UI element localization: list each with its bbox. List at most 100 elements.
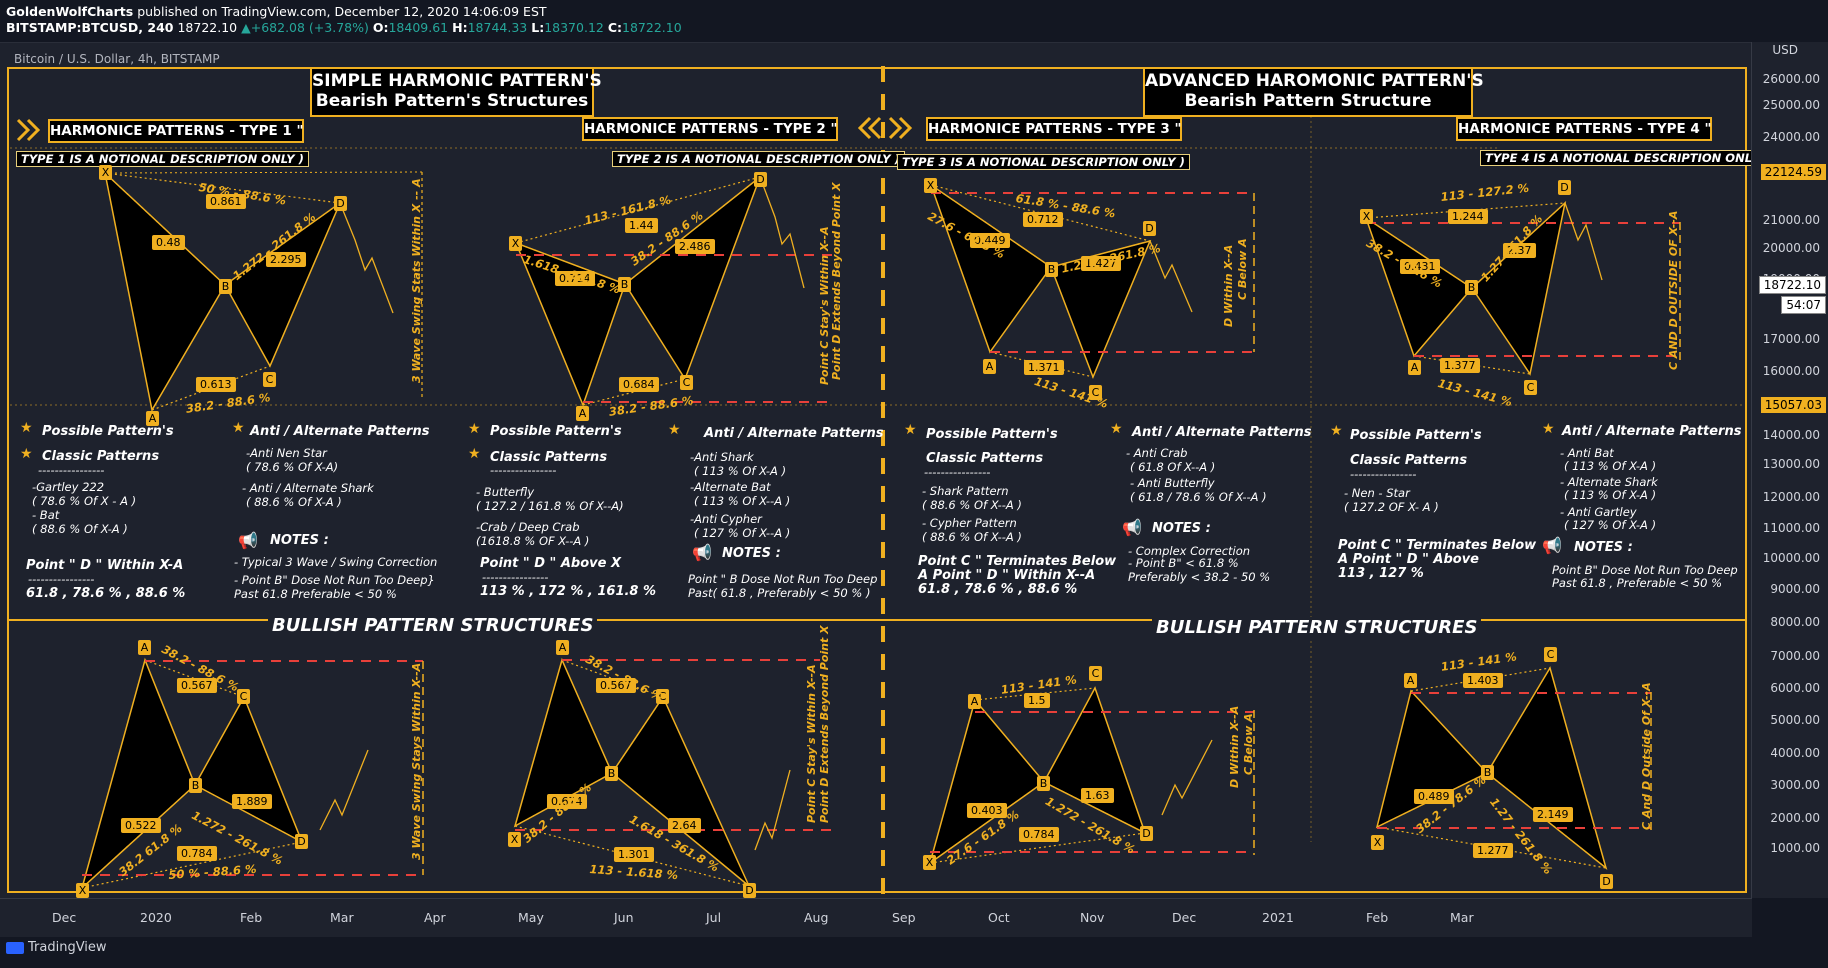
list-item: (1618.8 % OF X--A ): [476, 534, 590, 548]
time-axis[interactable]: [0, 898, 1752, 937]
time-tick: Nov: [1080, 910, 1105, 925]
price-tick: 16000.00: [1762, 364, 1820, 378]
fib-line: [224, 202, 341, 286]
list-item: ( 113 % Of X--A ): [694, 494, 791, 508]
ratio-label: 0.861: [206, 194, 246, 209]
ratio-label: 1.277: [1473, 843, 1513, 858]
pattern-triangle: [1375, 689, 1489, 829]
megaphone-icon: 📢: [1542, 536, 1562, 555]
side-label: C Below A: [1236, 238, 1249, 300]
star-icon: ★: [20, 420, 33, 436]
star-icon: ★: [1330, 423, 1343, 439]
classic-label-3: Classic Patterns: [926, 451, 1044, 466]
time-tick: Mar: [330, 910, 354, 925]
ratio-label: 0.48: [152, 235, 185, 250]
type4-note: TYPE 4 IS A NOTIONAL DESCRIPTION ONLY ): [1480, 150, 1773, 166]
fib-line: [611, 696, 664, 774]
point-marker: X: [1371, 835, 1384, 850]
list-item: ( 78.6 % Of X-A): [246, 460, 339, 474]
side-label: C AND D OUTSIDE OF X--A: [1667, 210, 1680, 370]
time-tick: Feb: [240, 910, 263, 925]
point-marker: D: [1558, 180, 1571, 195]
ratio-label: 1.301: [614, 847, 654, 862]
list-item: - Shark Pattern: [922, 484, 1009, 498]
ohlc-bar: BITSTAMP:BTCUSD, 240 18722.10 ▲+682.08 (…: [6, 20, 682, 35]
point-values: 61.8 , 78.6 % , 88.6 %: [918, 582, 1078, 597]
side-label: Point D Extends Beyond Point X: [818, 625, 831, 823]
list-item: -Anti Cypher: [690, 512, 762, 526]
projection-arrow: [759, 176, 805, 289]
side-label: Point C Stay's Within X--A: [805, 664, 818, 823]
point-marker: C: [1524, 380, 1537, 395]
side-label: 3 Wave Swing Stats Within X -- A: [410, 178, 423, 383]
price-tick: 11000.00: [1762, 521, 1820, 535]
ratio-label: 0.674: [547, 794, 587, 809]
time-tick: Feb: [1366, 910, 1389, 925]
ratio-label: 0.712: [1023, 212, 1063, 227]
ratio-label: 0.489: [1414, 789, 1454, 804]
high: 18744.33: [467, 20, 528, 35]
type3-note: TYPE 3 IS A NOTIONAL DESCRIPTION ONLY ): [897, 154, 1190, 170]
price-tag-low: 15057.03: [1760, 397, 1826, 413]
time-tick: Dec: [52, 910, 77, 925]
pattern-triangle: [514, 241, 626, 408]
symbol[interactable]: BITSTAMP:BTCUSD, 240: [6, 20, 174, 35]
price-tick: 20000.00: [1762, 241, 1820, 255]
pattern-triangle: [928, 698, 1046, 865]
point-marker: B: [1481, 765, 1494, 780]
c-label: C:: [607, 20, 623, 35]
list-item: - Anti / Alternate Shark: [242, 481, 374, 495]
fib-line: [929, 832, 1146, 864]
boundary-line: [104, 171, 423, 174]
fib-line: [624, 176, 761, 285]
list-item: ( 127 % Of X--A ): [694, 526, 791, 540]
megaphone-icon: 📢: [1122, 518, 1142, 537]
pattern-triangle: [224, 200, 342, 368]
time-tick: May: [518, 910, 544, 925]
point-marker: C: [237, 689, 250, 704]
price-tick: 6000.00: [1770, 681, 1820, 695]
series-legend[interactable]: Bitcoin / U.S. Dollar, 4h, BITSTAMP: [14, 52, 220, 66]
pattern-triangle: [1364, 216, 1474, 358]
price-axis[interactable]: [1751, 42, 1828, 898]
point-marker: B: [1037, 776, 1050, 791]
ratio-label: 2.64: [668, 818, 701, 833]
point-marker: B: [605, 766, 618, 781]
point-marker: X: [76, 883, 89, 898]
list-item: - Cypher Pattern: [922, 516, 1017, 530]
list-item: ( 113 % Of X-A ): [1564, 459, 1657, 473]
anti-label-2: Anti / Alternate Patterns: [704, 426, 884, 441]
point-marker: A: [968, 694, 981, 709]
star-icon: ★: [1110, 421, 1123, 437]
price-tick: 17000.00: [1762, 332, 1820, 346]
star-icon: ★: [20, 446, 33, 462]
list-item: -Anti Nen Star: [246, 446, 327, 460]
price-tick: 2000.00: [1770, 811, 1820, 825]
ratio-label: 0.684: [619, 377, 659, 392]
note-line: Past 61.8 Preferable < 50 %: [234, 587, 397, 601]
point-marker: A: [556, 640, 569, 655]
ratio-label: 0.403: [967, 803, 1007, 818]
list-item: - Bat: [32, 508, 60, 522]
advanced-title: ADVANCED HAROMONIC PATTERN'S: [1145, 71, 1484, 91]
ratio-label: 0.567: [596, 678, 636, 693]
time-tick: Aug: [804, 910, 829, 925]
author[interactable]: GoldenWolfCharts: [6, 4, 134, 19]
ratio-label: 1.5: [1024, 693, 1050, 708]
note-line: Point " B Dose Not Run Too Deep: [688, 572, 878, 586]
megaphone-icon: 📢: [692, 543, 712, 562]
point-marker: B: [1045, 262, 1058, 277]
point-marker: D: [1140, 826, 1153, 841]
brand[interactable]: TradingView: [28, 940, 107, 955]
side-label: C And D Outside Of X--A: [1640, 682, 1653, 830]
point-marker: C: [1544, 647, 1557, 662]
point-marker: B: [618, 277, 631, 292]
note-line: - Point B" < 61.8 %: [1128, 556, 1239, 570]
anti-label-1: Anti / Alternate Patterns: [250, 424, 430, 439]
time-tick: 2020: [140, 910, 172, 925]
list-item: ( 113 % Of X-A ): [1564, 488, 1657, 502]
point-title: Point " D " Within X-A: [26, 558, 184, 573]
pattern-triangle: [103, 170, 226, 413]
list-item: ( 127.2 OF X- A ): [1344, 500, 1439, 514]
ratio-label: 0.613: [196, 377, 236, 392]
